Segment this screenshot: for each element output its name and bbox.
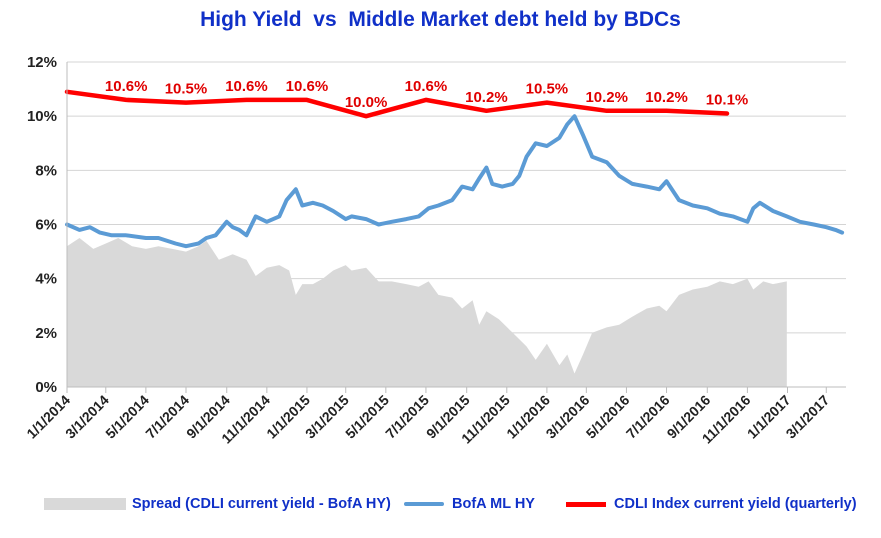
legend-swatch-cdli [566,501,606,507]
cdli-data-label: 10.2% [645,89,688,106]
y-tick-label: 10% [27,108,57,125]
cdli-data-label: 10.6% [405,78,448,95]
x-tick-label: 5/1/2015 [342,392,392,442]
x-tick-label: 3/1/2014 [62,392,112,442]
y-tick-labels: 0% 2% 4% 6% 8% 10% 12% [27,54,57,396]
data-labels: 10.6% 10.5% 10.6% 10.6% 10.0% 10.6% 10.2% 10.5%… [105,78,748,111]
legend-item-hy: BofA ML HY [404,496,535,512]
bofa-hy-line [65,114,845,249]
x-tick-label: 5/1/2014 [102,392,152,442]
legend: Spread (CDLI current yield - BofA HY) Bo… [0,496,881,520]
cdli-data-label: 10.1% [706,91,749,108]
axes [66,62,846,393]
cdli-data-label: 10.0% [345,94,388,111]
x-tick-label: 3/1/2017 [783,392,833,442]
legend-swatch-spread [44,498,126,510]
y-tick-label: 12% [27,54,57,71]
cdli-data-label: 10.6% [225,78,268,95]
legend-item-spread: Spread (CDLI current yield - BofA HY) [44,496,391,512]
chart-title: High Yield vs Middle Market debt held by… [200,8,681,31]
x-tick-label: 3/1/2016 [543,392,593,442]
legend-swatch-hy [404,502,444,506]
cdli-data-label: 10.6% [105,78,148,95]
cdli-data-label: 10.2% [585,89,628,106]
cdli-data-label: 10.6% [286,78,329,95]
y-tick-label: 2% [35,325,57,342]
spread-area-series [67,238,787,387]
x-tick-label: 7/1/2014 [142,392,192,442]
spread-area [67,238,787,387]
legend-item-cdli: CDLI Index current yield (quarterly) [566,496,857,512]
cdli-line [64,89,730,119]
y-tick-label: 8% [35,162,57,179]
x-tick-label: 3/1/2015 [302,392,352,442]
x-tick-label: 7/1/2016 [623,392,673,442]
y-tick-label: 0% [35,379,57,396]
legend-label-spread: Spread (CDLI current yield - BofA HY) [132,496,391,512]
cdli-data-label: 10.5% [526,81,569,98]
legend-label-hy: BofA ML HY [452,496,535,512]
legend-label-cdli: CDLI Index current yield (quarterly) [614,496,857,512]
x-tick-label: 7/1/2015 [382,392,432,442]
x-tick-label: 5/1/2016 [583,392,633,442]
y-tick-label: 6% [35,217,57,234]
y-tick-label: 4% [35,271,57,288]
cdli-data-label: 10.5% [165,81,208,98]
cdli-data-label: 10.2% [465,89,508,106]
x-tick-labels: 1/1/20143/1/20145/1/20147/1/20149/1/2014… [23,392,832,447]
cdli-series [64,89,730,119]
bofa-hy-series [65,114,845,249]
